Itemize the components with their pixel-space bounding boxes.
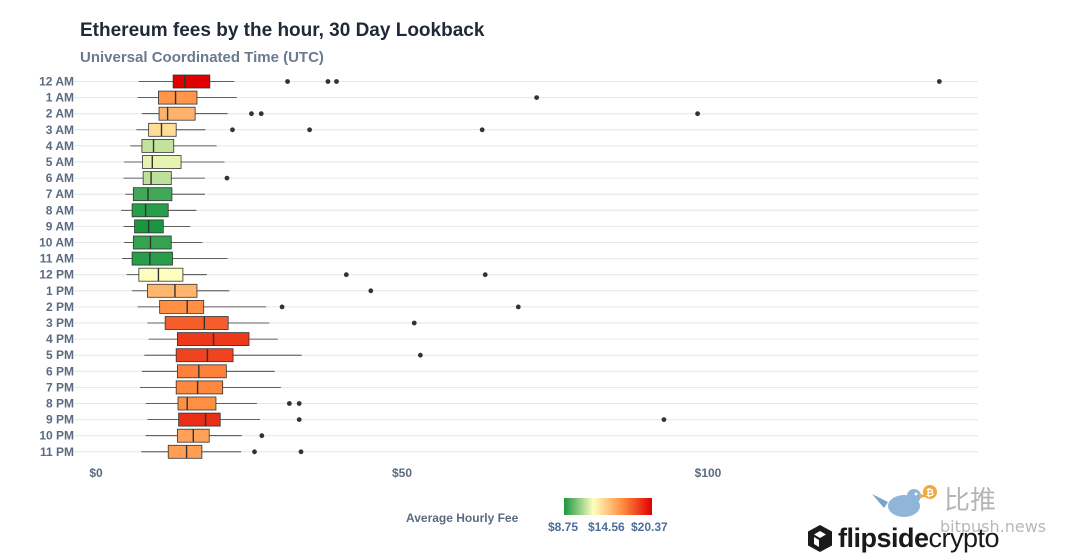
y-tick-label: 8 AM: [46, 203, 74, 217]
watermark-site-text: bitpush.news: [940, 517, 1047, 536]
box: [132, 235, 172, 250]
outlier-point: [479, 127, 485, 133]
outlier-point: [417, 352, 423, 358]
box: [131, 203, 169, 218]
x-tick-label: $50: [392, 466, 412, 480]
flipside-logo: flipsidecrypto: [808, 523, 1000, 554]
y-tick-label: 10 AM: [39, 236, 74, 250]
bird-logo-icon: ₿: [872, 485, 937, 517]
x-tick-label: $100: [695, 466, 722, 480]
outlier-point: [368, 288, 374, 294]
box: [131, 251, 173, 266]
outlier-point: [286, 401, 292, 406]
y-tick-label: 4 PM: [46, 332, 74, 346]
flipside-wordmark-light: crypto: [928, 523, 1000, 553]
flipside-wordmark-bold: flipside: [838, 523, 929, 553]
y-tick-label: 8 PM: [46, 397, 74, 411]
y-tick-label: 4 AM: [46, 139, 74, 153]
outlier-point: [411, 320, 417, 326]
outlier-point: [249, 111, 254, 117]
y-tick-label: 11 AM: [40, 252, 74, 266]
box: [148, 122, 177, 137]
y-tick-label: 6 AM: [46, 171, 74, 185]
y-tick-label: 9 PM: [46, 413, 74, 427]
box: [141, 138, 175, 153]
box: [175, 380, 224, 395]
y-tick-label: 3 PM: [46, 316, 74, 330]
svg-text:₿: ₿: [926, 487, 934, 499]
outlier-point: [224, 175, 230, 181]
y-tick-label: 1 AM: [46, 91, 74, 105]
flipside-wordmark: flipsidecrypto: [838, 523, 1000, 554]
legend-max-label: $20.37: [631, 520, 668, 534]
box: [158, 90, 198, 105]
outlier-point: [230, 127, 235, 133]
outlier-point: [534, 95, 540, 100]
outlier-point: [325, 79, 331, 84]
chart-subtitle: Universal Coordinated Time (UTC): [80, 49, 324, 66]
legend-title: Average Hourly Fee: [406, 511, 519, 525]
box: [142, 155, 182, 169]
outlier-point: [307, 127, 312, 133]
box: [178, 412, 221, 427]
y-tick-label: 1 PM: [46, 284, 74, 298]
box: [159, 299, 205, 314]
outlier-point: [936, 79, 942, 84]
outlier-point: [334, 79, 339, 84]
outlier-point: [252, 449, 257, 455]
box: [138, 267, 184, 282]
box: [177, 396, 217, 411]
box: [175, 348, 234, 363]
legend-color-scale: [564, 498, 652, 515]
legend-min-label: $8.75: [548, 520, 579, 534]
watermark-chinese-text: 比推: [944, 486, 997, 516]
box: [172, 74, 211, 89]
outlier-point: [343, 272, 349, 278]
outlier-point: [515, 304, 521, 310]
outlier-point: [482, 272, 488, 278]
y-tick-label: 2 AM: [46, 107, 74, 121]
outlier-point: [258, 111, 264, 117]
y-tick-label: 12 AM: [39, 75, 74, 89]
y-tick-label: 3 AM: [46, 123, 74, 137]
box: [142, 171, 172, 186]
chart-title: Ethereum fees by the hour, 30 Day Lookba…: [80, 20, 485, 41]
outlier-point: [259, 433, 265, 439]
y-tick-label: 5 AM: [46, 155, 74, 169]
outlier-point: [285, 79, 290, 84]
y-tick-label: 7 PM: [46, 380, 74, 394]
box: [167, 444, 203, 459]
y-tick-label: 7 AM: [46, 187, 74, 201]
box: [158, 106, 196, 121]
y-tick-label: 5 PM: [46, 348, 74, 362]
box: [164, 316, 229, 330]
flipside-cube-icon: [808, 525, 832, 552]
y-tick-label: 12 PM: [39, 268, 74, 282]
box: [147, 283, 198, 298]
outlier-point: [661, 417, 667, 422]
legend-mid-label: $14.56: [588, 520, 625, 534]
outlier-point: [296, 401, 302, 406]
y-tick-label: 2 PM: [46, 300, 74, 314]
outlier-point: [298, 449, 304, 455]
y-tick-label: 11 PM: [40, 445, 74, 459]
y-tick-label: 10 PM: [39, 429, 74, 443]
y-tick-label: 6 PM: [46, 364, 74, 378]
x-tick-label: $0: [89, 466, 103, 480]
outlier-point: [296, 417, 302, 422]
outlier-point: [695, 111, 700, 117]
box: [132, 187, 173, 202]
box: [176, 364, 227, 379]
outlier-point: [279, 304, 285, 310]
y-tick-label: 9 AM: [46, 219, 74, 233]
